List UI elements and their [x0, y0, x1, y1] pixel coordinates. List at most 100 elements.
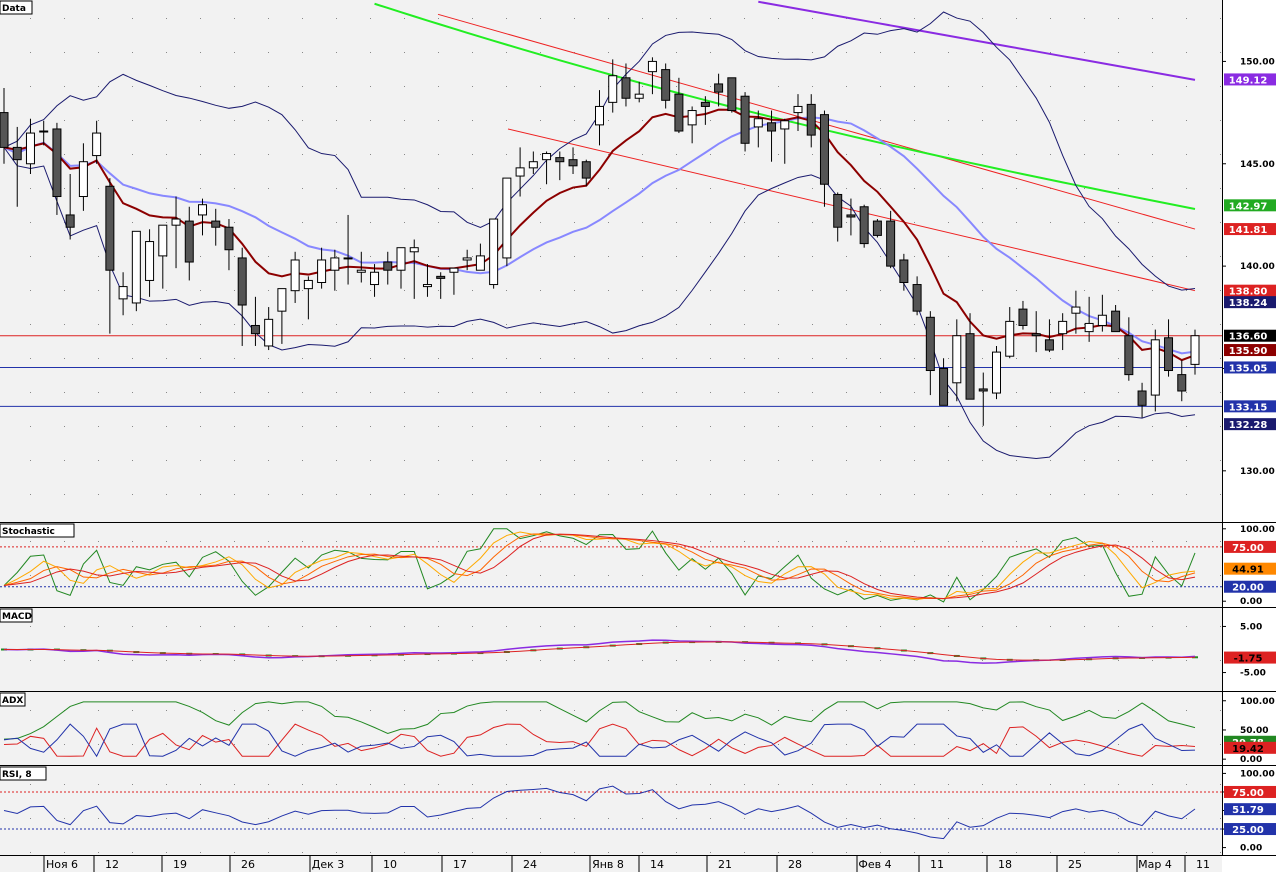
- panel-title-box: [0, 608, 33, 623]
- y-tick-label: 100.00: [1240, 769, 1275, 779]
- panel-title: Data: [2, 4, 26, 14]
- candle: [237, 247, 247, 346]
- candle: [674, 77, 684, 134]
- candle: [489, 218, 499, 289]
- y-tick-label: 150.00: [1240, 57, 1275, 67]
- candle: [224, 219, 234, 271]
- candle: [912, 276, 922, 316]
- candle: [528, 151, 538, 174]
- candle: [250, 296, 260, 346]
- candle: [105, 178, 115, 334]
- candle: [383, 251, 393, 285]
- candle: [581, 159, 591, 187]
- candle: [661, 63, 671, 109]
- candle: [184, 206, 194, 281]
- candle: [767, 110, 777, 162]
- x-tick-label: Мар 4: [1138, 858, 1172, 871]
- price-panel: [0, 0, 1222, 460]
- macd-signal: [3, 641, 1196, 661]
- bollinger-lower: [3, 147, 1196, 460]
- x-tick-label: Дек 3: [312, 858, 345, 871]
- candle: [1097, 294, 1107, 332]
- candle: [211, 208, 221, 246]
- macd-panel: [1, 639, 1198, 664]
- x-tick-label: 21: [718, 858, 732, 871]
- stochastic-panel: [0, 528, 1222, 603]
- stochastic-k: [3, 528, 1196, 603]
- grid-4: [30, 784, 1221, 853]
- price-badge: [1224, 329, 1276, 342]
- grid-0: [30, 18, 1221, 495]
- y-tick-label: 145.00: [1240, 160, 1275, 170]
- candle: [277, 288, 287, 344]
- price-badge-label: 135.90: [1229, 346, 1268, 357]
- candle: [965, 313, 975, 400]
- price-badge: [1224, 73, 1276, 86]
- y-tick-label: 0.00: [1240, 844, 1262, 854]
- candle: [502, 177, 512, 267]
- moving-average-purple: [758, 0, 1196, 81]
- price-badge-label: -1.75: [1234, 654, 1263, 665]
- candle: [819, 110, 829, 207]
- candle: [264, 307, 274, 351]
- candle: [952, 319, 962, 402]
- adx-line: [3, 701, 1196, 740]
- price-badge-label: 133.15: [1229, 402, 1268, 413]
- candle: [462, 249, 472, 271]
- price-badge-label: 141.81: [1229, 225, 1268, 236]
- x-tick-label: Фев 4: [858, 858, 891, 871]
- candle: [65, 174, 75, 240]
- candle: [422, 264, 432, 297]
- candle: [198, 198, 207, 236]
- panel-title: Stochastic: [2, 527, 55, 537]
- price-badge: [1224, 284, 1276, 297]
- price-badge-label: 19.42: [1232, 744, 1264, 755]
- candle: [634, 81, 644, 103]
- price-axis: [1222, 0, 1276, 872]
- y-tick-label: 50.00: [1240, 726, 1268, 736]
- candle: [886, 210, 896, 269]
- candle: [687, 106, 697, 144]
- x-tick-label: 19: [173, 858, 187, 871]
- candle: [1071, 290, 1081, 334]
- price-badge-label: 132.28: [1229, 420, 1268, 431]
- price-badge: [1224, 418, 1276, 431]
- candle: [1058, 313, 1068, 351]
- candle: [118, 272, 128, 316]
- y-tick-label: 0.00: [1240, 755, 1262, 765]
- candle: [1124, 317, 1134, 381]
- candle: [925, 311, 935, 396]
- candle: [1137, 382, 1147, 418]
- price-badge-label: 142.97: [1229, 201, 1268, 212]
- y-tick-label: 100.00: [1240, 697, 1275, 707]
- price-badge: [1224, 344, 1276, 357]
- plus-di-line: [3, 723, 1196, 757]
- price-badge-label: 138.80: [1229, 287, 1268, 298]
- y-tick-label: 0.00: [1240, 597, 1262, 607]
- candle: [1018, 300, 1028, 330]
- price-badge: [1224, 540, 1276, 553]
- adx-panel: [3, 701, 1196, 758]
- candle: [846, 198, 856, 236]
- stochastic-d2: [3, 533, 1196, 600]
- candle: [396, 247, 406, 289]
- price-badge: [1224, 823, 1276, 836]
- candle: [1150, 329, 1160, 412]
- candle: [330, 249, 340, 291]
- candle: [1177, 360, 1187, 402]
- candle: [290, 251, 300, 303]
- price-badge-label: 75.00: [1232, 543, 1264, 554]
- y-tick-label: -5.00: [1240, 669, 1266, 679]
- trend-line-upper: [437, 13, 1196, 230]
- x-tick-label: 18: [998, 858, 1012, 871]
- candle: [370, 264, 380, 297]
- x-tick-label: Ноя 6: [46, 858, 78, 871]
- y-tick-label: 130.00: [1240, 467, 1275, 477]
- price-badge-label: 138.24: [1229, 298, 1268, 309]
- candle: [52, 122, 62, 215]
- panel-title: MACD: [2, 612, 32, 622]
- price-badge: [1224, 580, 1276, 593]
- price-badge: [1224, 400, 1276, 413]
- candle: [12, 126, 22, 207]
